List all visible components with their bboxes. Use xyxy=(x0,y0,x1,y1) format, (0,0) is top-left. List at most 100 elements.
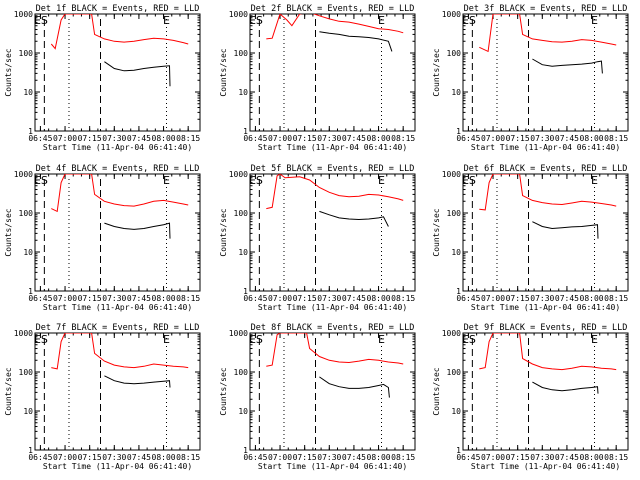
y-tick-label: 10 xyxy=(238,248,248,257)
detector-panel-5: Det 5f BLACK = Events, RED = LLD 1 10 100 10… xyxy=(219,164,416,312)
event-marker-E: E xyxy=(378,174,385,187)
x-tick-label: 08:00 xyxy=(367,134,391,143)
lld-series-line xyxy=(266,333,404,367)
y-tick-label: 1000 xyxy=(229,170,248,179)
x-tick-label: 07:00 xyxy=(268,134,292,143)
panel-title: Det 9f BLACK = Events, RED = LLD xyxy=(464,323,628,333)
x-tick-label: 07:45 xyxy=(342,134,366,143)
x-tick-label: 08:00 xyxy=(367,294,391,303)
x-tick-label: 07:15 xyxy=(506,294,530,303)
x-tick-label: 07:00 xyxy=(268,453,292,462)
x-tick-label: 07:15 xyxy=(78,453,102,462)
y-axis-label: Counts/sec xyxy=(219,48,228,96)
x-tick-label: 07:30 xyxy=(102,134,126,143)
plot-frame xyxy=(249,173,416,292)
x-tick-label: 08:00 xyxy=(152,453,176,462)
x-tick-label: 06:45 xyxy=(28,134,52,143)
x-tick-label: 07:15 xyxy=(293,453,317,462)
x-tick-label: 07:00 xyxy=(481,453,505,462)
event-marker-E: E xyxy=(462,333,469,346)
event-marker-E: E xyxy=(591,333,598,346)
y-tick-label: 1 xyxy=(28,446,33,455)
panel-title: Det 6f BLACK = Events, RED = LLD xyxy=(464,164,628,174)
y-tick-label: 10 xyxy=(23,88,33,97)
y-tick-label: 1000 xyxy=(229,10,248,19)
x-tick-label: 07:45 xyxy=(342,453,366,462)
event-marker-S: S xyxy=(256,14,263,27)
x-axis-label: Start Time (11-Apr-04 06:41:40) xyxy=(43,303,192,312)
plot-frame xyxy=(462,332,629,451)
y-tick-label: 1000 xyxy=(229,329,248,338)
y-tick-label: 1 xyxy=(456,446,461,455)
y-tick-label: 1 xyxy=(456,287,461,296)
x-tick-label: 07:00 xyxy=(481,134,505,143)
x-tick-label: 07:30 xyxy=(317,134,341,143)
events-series-line xyxy=(532,381,599,394)
y-axis-label: Counts/sec xyxy=(4,208,13,256)
y-axis-label: Counts/sec xyxy=(219,208,228,256)
x-tick-label: 08:15 xyxy=(176,134,200,143)
event-marker-E: E xyxy=(378,14,385,27)
x-tick-label: 08:15 xyxy=(176,453,200,462)
x-tick-label: 07:45 xyxy=(555,134,579,143)
y-axis-label: Counts/sec xyxy=(432,48,441,96)
event-marker-E: E xyxy=(34,333,41,346)
x-tick-label: 08:15 xyxy=(604,134,628,143)
detector-panel-7: Det 7f BLACK = Events, RED = LLD 1 10 100 10… xyxy=(4,323,201,471)
y-tick-label: 10 xyxy=(23,248,33,257)
y-tick-label: 100 xyxy=(234,49,249,58)
x-axis-label: Start Time (11-Apr-04 06:41:40) xyxy=(43,462,192,471)
x-tick-label: 07:45 xyxy=(127,453,151,462)
x-tick-label: 08:15 xyxy=(604,453,628,462)
x-tick-label: 08:00 xyxy=(580,134,604,143)
event-marker-E: E xyxy=(249,333,256,346)
plot-frame xyxy=(249,332,416,451)
detector-panel-4: Det 4f BLACK = Events, RED = LLD 1 10 100 10… xyxy=(4,164,201,312)
x-tick-label: 07:45 xyxy=(127,134,151,143)
events-series-line xyxy=(104,222,171,239)
x-tick-label: 07:30 xyxy=(317,453,341,462)
lld-series-line xyxy=(51,174,189,213)
event-marker-E: E xyxy=(34,14,41,27)
events-series-line xyxy=(319,376,390,398)
x-tick-label: 06:45 xyxy=(243,134,267,143)
lld-series-line xyxy=(266,14,404,40)
event-marker-S: S xyxy=(469,14,476,27)
x-tick-label: 06:45 xyxy=(456,294,480,303)
events-series-line xyxy=(532,58,603,74)
events-series-line xyxy=(319,31,393,52)
y-tick-label: 1 xyxy=(243,446,248,455)
y-tick-label: 100 xyxy=(19,209,34,218)
lld-series-line xyxy=(479,14,617,53)
x-axis-label: Start Time (11-Apr-04 06:41:40) xyxy=(471,303,620,312)
x-tick-label: 07:45 xyxy=(555,294,579,303)
x-tick-label: 08:00 xyxy=(152,134,176,143)
event-marker-S: S xyxy=(41,14,48,27)
x-tick-label: 08:15 xyxy=(391,453,415,462)
y-tick-label: 10 xyxy=(451,88,461,97)
plot-frame xyxy=(249,13,416,132)
y-tick-label: 10 xyxy=(23,407,33,416)
x-axis-label: Start Time (11-Apr-04 06:41:40) xyxy=(258,143,407,152)
lld-series-line xyxy=(479,174,617,211)
y-axis-label: Counts/sec xyxy=(4,48,13,96)
event-marker-E: E xyxy=(163,174,170,187)
y-tick-label: 10 xyxy=(451,248,461,257)
x-axis-label: Start Time (11-Apr-04 06:41:40) xyxy=(258,303,407,312)
panel-title: Det 3f BLACK = Events, RED = LLD xyxy=(464,4,628,14)
event-marker-S: S xyxy=(41,174,48,187)
x-tick-label: 07:00 xyxy=(53,453,77,462)
x-tick-label: 06:45 xyxy=(28,453,52,462)
event-marker-E: E xyxy=(163,14,170,27)
event-marker-E: E xyxy=(462,14,469,27)
x-tick-label: 08:15 xyxy=(391,134,415,143)
y-axis-label: Counts/sec xyxy=(432,208,441,256)
event-marker-E: E xyxy=(591,14,598,27)
detector-panel-2: Det 2f BLACK = Events, RED = LLD 1 10 100 10… xyxy=(219,4,416,152)
y-tick-label: 100 xyxy=(234,368,249,377)
plot-frame xyxy=(34,173,201,292)
x-axis-label: Start Time (11-Apr-04 06:41:40) xyxy=(258,462,407,471)
plot-frame xyxy=(34,13,201,132)
x-tick-label: 07:00 xyxy=(481,294,505,303)
